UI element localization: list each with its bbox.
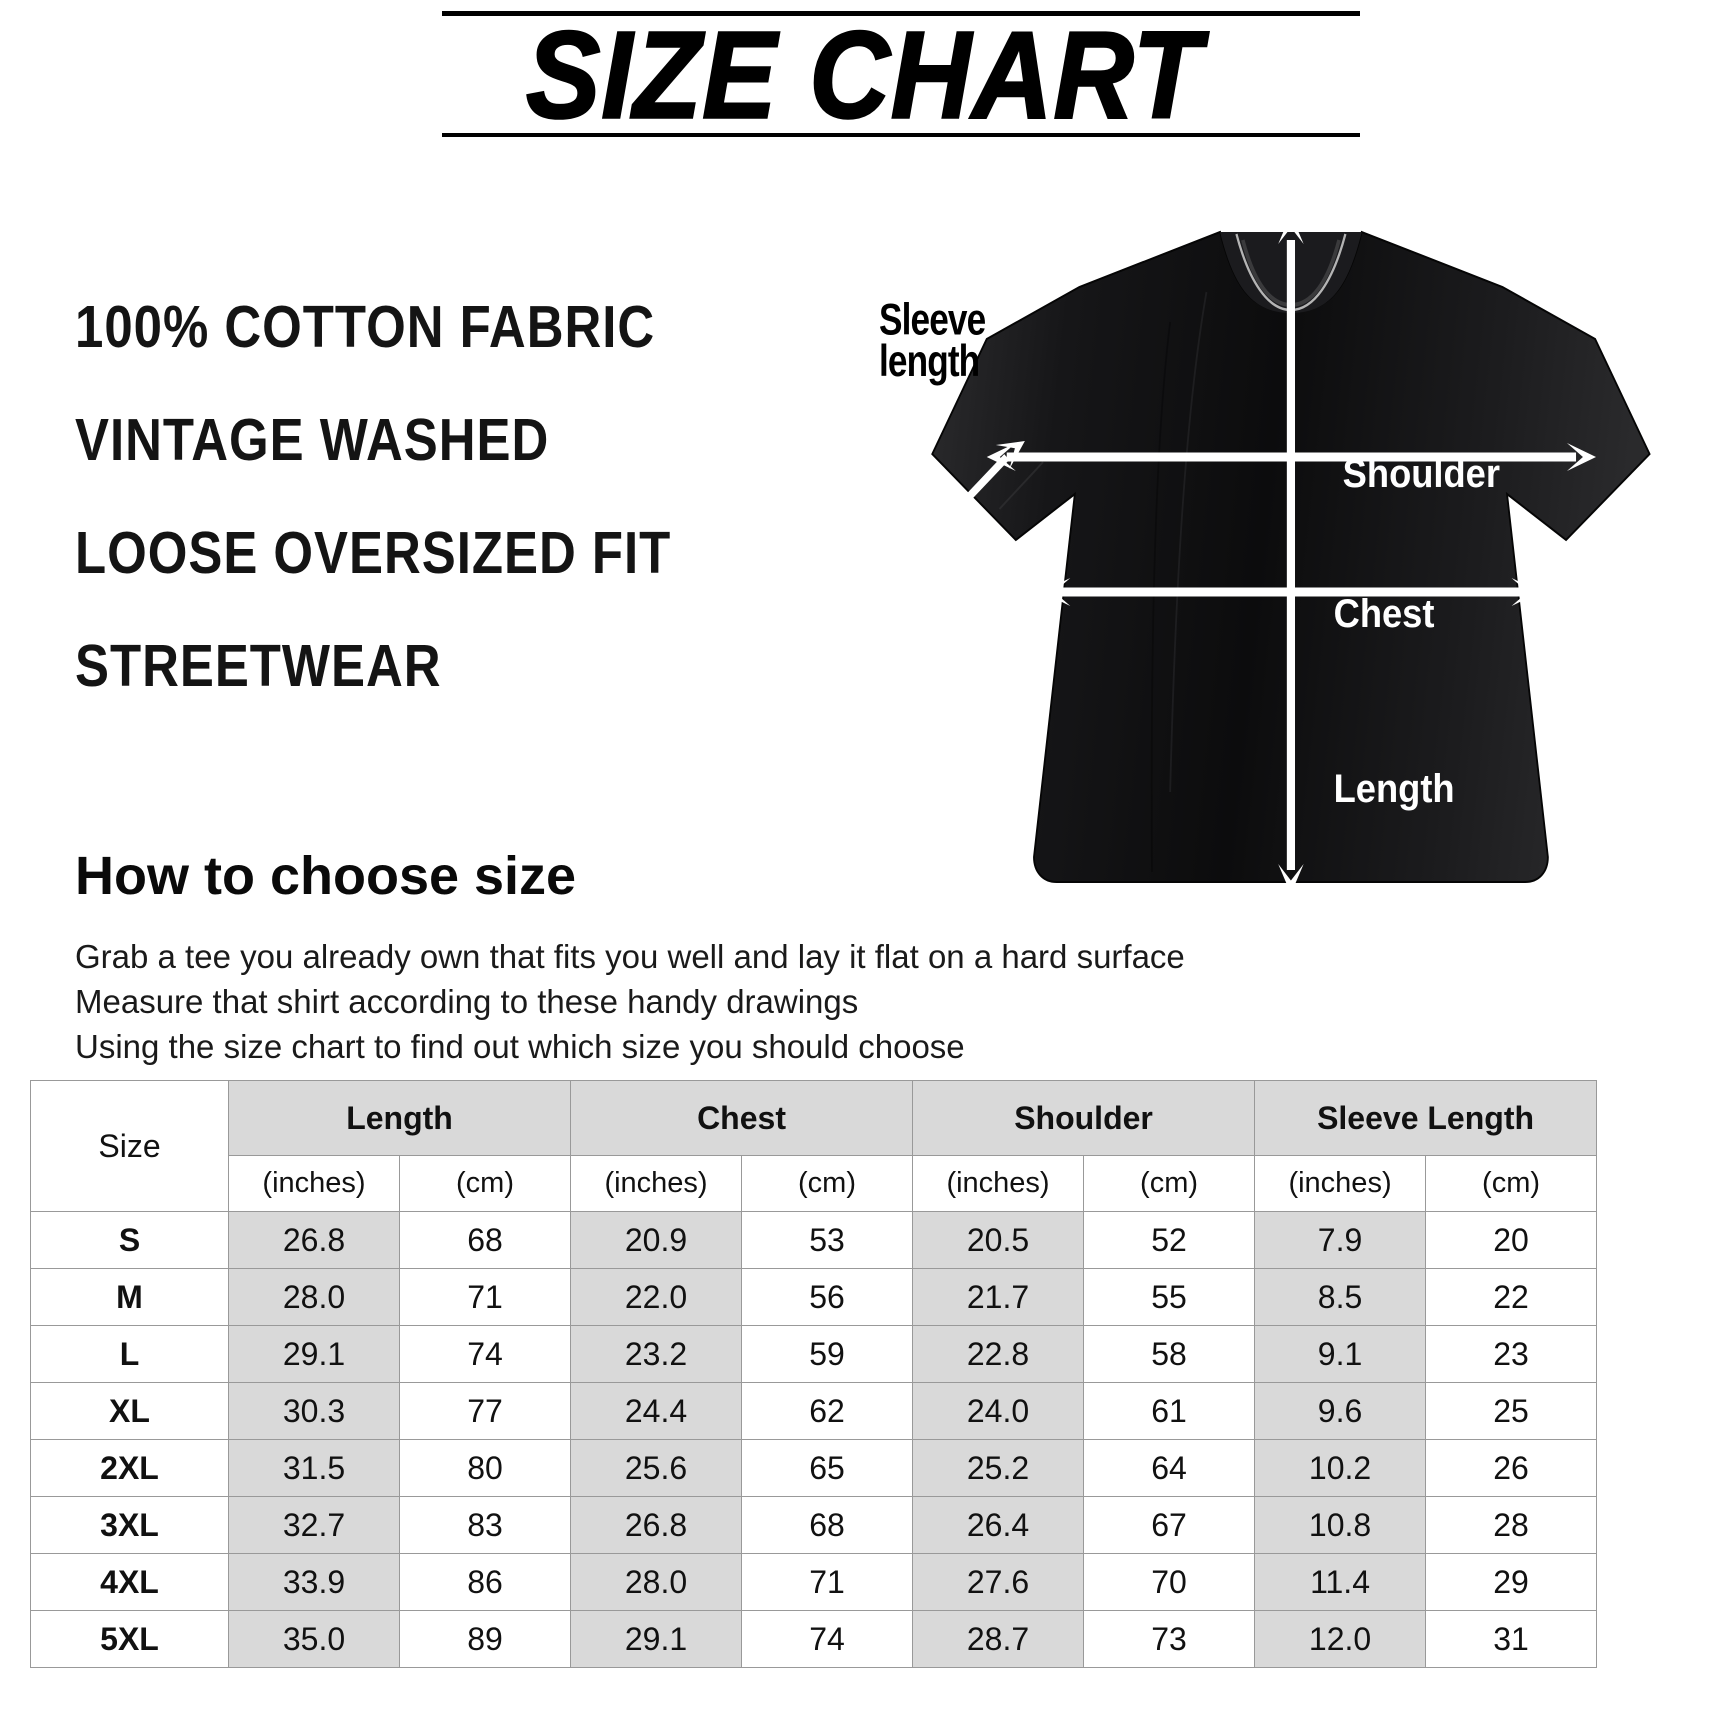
svg-text:Chest: Chest (1334, 591, 1435, 636)
svg-text:Length: Length (1334, 766, 1455, 811)
svg-text:Shoulder: Shoulder (1343, 451, 1500, 496)
